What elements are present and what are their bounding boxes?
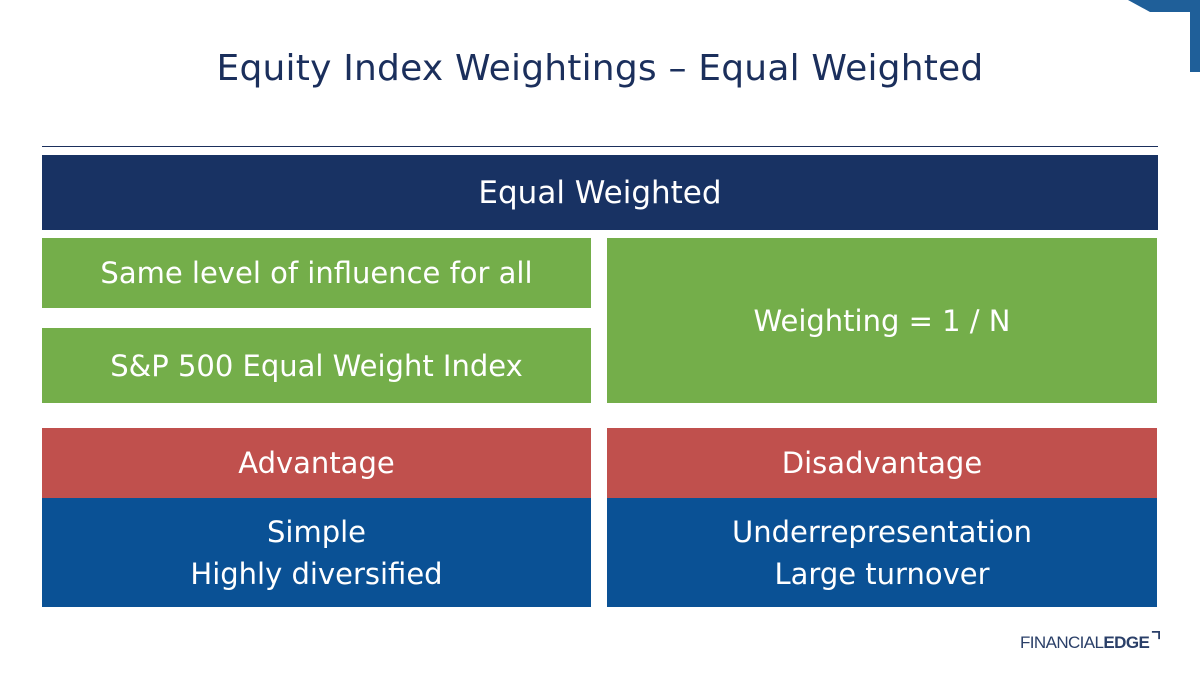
logo-text-bold: EDGE: [1103, 633, 1150, 652]
influence-box: Same level of influence for all: [42, 238, 591, 308]
title-divider: [42, 146, 1158, 147]
corner-decoration: [1128, 0, 1200, 72]
index-example-box: S&P 500 Equal Weight Index: [42, 328, 591, 403]
slide-title: Equity Index Weightings – Equal Weighted: [216, 48, 984, 89]
disadvantage-item: Underrepresentation: [732, 514, 1032, 549]
logo-text-light: FINANCIAL: [1020, 633, 1104, 652]
disadvantage-item: Large turnover: [774, 556, 990, 591]
advantage-header: Advantage: [42, 428, 591, 498]
advantage-item: Simple: [266, 514, 367, 549]
weighting-formula-box: Weighting = 1 / N: [607, 238, 1157, 403]
advantage-list: Simple Highly diversified: [42, 498, 591, 607]
financial-edge-logo: FINANCIAL EDGE: [1020, 631, 1161, 653]
disadvantage-header: Disadvantage: [607, 428, 1157, 498]
equal-weighted-header: Equal Weighted: [42, 155, 1158, 230]
disadvantage-list: Underrepresentation Large turnover: [607, 498, 1157, 607]
advantage-item: Highly diversified: [190, 556, 443, 591]
logo-corner-icon: [1152, 631, 1161, 640]
